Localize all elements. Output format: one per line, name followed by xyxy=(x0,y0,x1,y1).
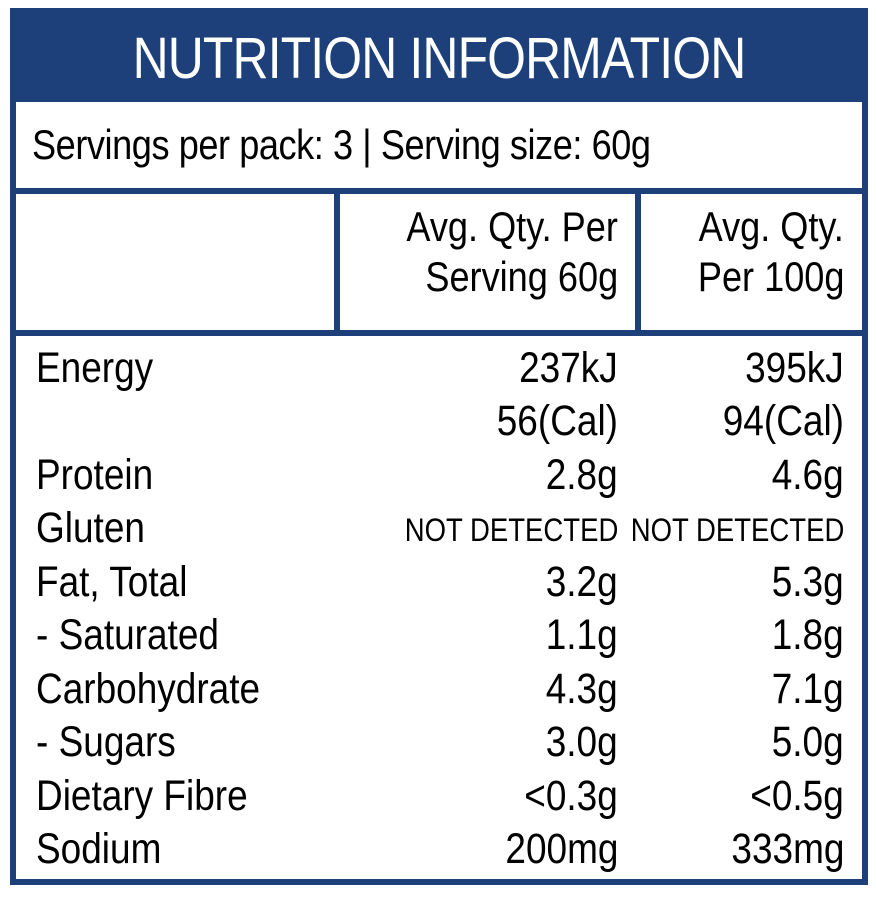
column-header-row: Avg. Qty. Per Serving 60g Avg. Qty. Per … xyxy=(16,188,862,336)
nutrition-panel: NUTRITION INFORMATION Servings per pack:… xyxy=(10,8,868,885)
table-row: - Saturated 1.1g 1.8g xyxy=(16,611,862,663)
row-label: Sodium xyxy=(36,825,162,873)
row-per-serving: NOT DETECTED xyxy=(404,512,618,548)
row-label: - Sugars xyxy=(36,718,176,766)
divider-right xyxy=(635,188,641,330)
row-per-serving: <0.3g xyxy=(524,772,618,820)
row-per-serving: 3.0g xyxy=(546,718,618,766)
header-per-serving-line1: Avg. Qty. Per xyxy=(406,203,618,250)
row-per-100g: 7.1g xyxy=(772,665,844,713)
row-per-serving: 56(Cal) xyxy=(496,397,618,445)
row-label: Fat, Total xyxy=(36,558,188,606)
row-per-100g: 5.3g xyxy=(772,558,844,606)
row-per-100g: 333mg xyxy=(730,825,844,873)
header-per-serving: Avg. Qty. Per Serving 60g xyxy=(372,202,618,302)
header-per-serving-line2: Serving 60g xyxy=(425,253,618,300)
row-label: Energy xyxy=(36,344,154,392)
row-label: - Saturated xyxy=(36,611,219,659)
row-label: Carbohydrate xyxy=(36,665,261,713)
panel-title: NUTRITION INFORMATION xyxy=(75,14,803,102)
table-row: - Sugars 3.0g 5.0g xyxy=(16,718,862,770)
row-per-serving: 2.8g xyxy=(546,451,618,499)
table-row: Sodium 200mg 333mg xyxy=(16,825,862,877)
row-label: Dietary Fibre xyxy=(36,772,248,820)
row-per-serving: 237kJ xyxy=(519,344,618,392)
servings-line: Servings per pack: 3 | Serving size: 60g xyxy=(16,102,862,194)
row-per-100g: NOT DETECTED xyxy=(630,512,844,548)
row-per-serving: 3.2g xyxy=(546,558,618,606)
table-row: Dietary Fibre <0.3g <0.5g xyxy=(16,772,862,824)
table-row: Energy 237kJ 395kJ xyxy=(16,344,862,396)
table-row: 56(Cal) 94(Cal) xyxy=(16,397,862,449)
divider-left xyxy=(334,188,340,330)
title-bar: NUTRITION INFORMATION xyxy=(16,14,862,102)
row-per-100g: 94(Cal) xyxy=(722,397,844,445)
row-per-serving: 200mg xyxy=(504,825,618,873)
row-per-100g: <0.5g xyxy=(750,772,844,820)
row-label: Gluten xyxy=(36,504,145,552)
servings-text: Servings per pack: 3 | Serving size: 60g xyxy=(32,121,651,168)
row-per-100g: 5.0g xyxy=(772,718,844,766)
header-per-100g-line2: Per 100g xyxy=(697,253,844,300)
row-per-serving: 1.1g xyxy=(546,611,618,659)
row-per-100g: 395kJ xyxy=(745,344,844,392)
table-row: Fat, Total 3.2g 5.3g xyxy=(16,558,862,610)
table-row: Gluten NOT DETECTED NOT DETECTED xyxy=(16,504,862,556)
header-per-100g-line1: Avg. Qty. xyxy=(698,203,844,250)
table-row: Protein 2.8g 4.6g xyxy=(16,451,862,503)
row-label: Protein xyxy=(36,451,154,499)
row-per-serving: 4.3g xyxy=(546,665,618,713)
header-per-100g: Avg. Qty. Per 100g xyxy=(674,202,844,302)
row-per-100g: 1.8g xyxy=(772,611,844,659)
table-row: Carbohydrate 4.3g 7.1g xyxy=(16,665,862,717)
row-per-100g: 4.6g xyxy=(772,451,844,499)
